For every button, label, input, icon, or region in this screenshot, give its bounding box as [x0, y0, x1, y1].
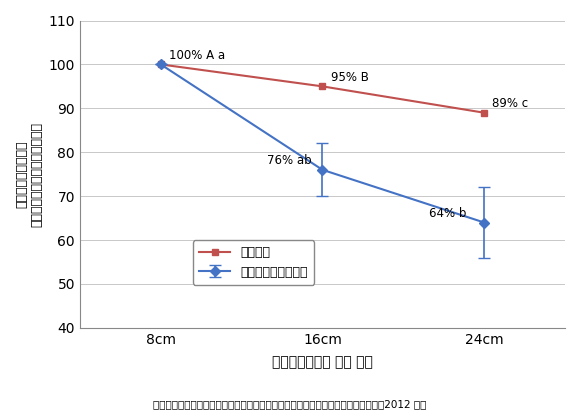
Legend: 久物収量, 放射性セシウム濃度: 久物収量, 放射性セシウム濃度: [193, 240, 314, 285]
Y-axis label: 放射性セシウム濃度
および久物収量（相対値，％）: 放射性セシウム濃度 および久物収量（相対値，％）: [15, 122, 43, 227]
久物収量: [481, 110, 488, 115]
Text: 95% B: 95% B: [331, 71, 369, 84]
X-axis label: 地際からの尺り 取り 高さ: 地際からの尺り 取り 高さ: [272, 355, 373, 369]
久物収量: [157, 62, 164, 67]
Text: 76% ab: 76% ab: [267, 154, 311, 167]
Text: 89% c: 89% c: [492, 97, 528, 110]
Text: 64% b: 64% b: [429, 207, 466, 220]
Line: 久物収量: 久物収量: [157, 61, 488, 116]
久物収量: [319, 84, 326, 89]
Text: 100% A a: 100% A a: [169, 49, 225, 62]
Text: 稲発酵粗飼料用稲の放射性セシウム濃度と久物収量に及ぼす尺り取り高さの影響（2012 年）: 稲発酵粗飼料用稲の放射性セシウム濃度と久物収量に及ぼす尺り取り高さの影響（201…: [153, 399, 427, 409]
